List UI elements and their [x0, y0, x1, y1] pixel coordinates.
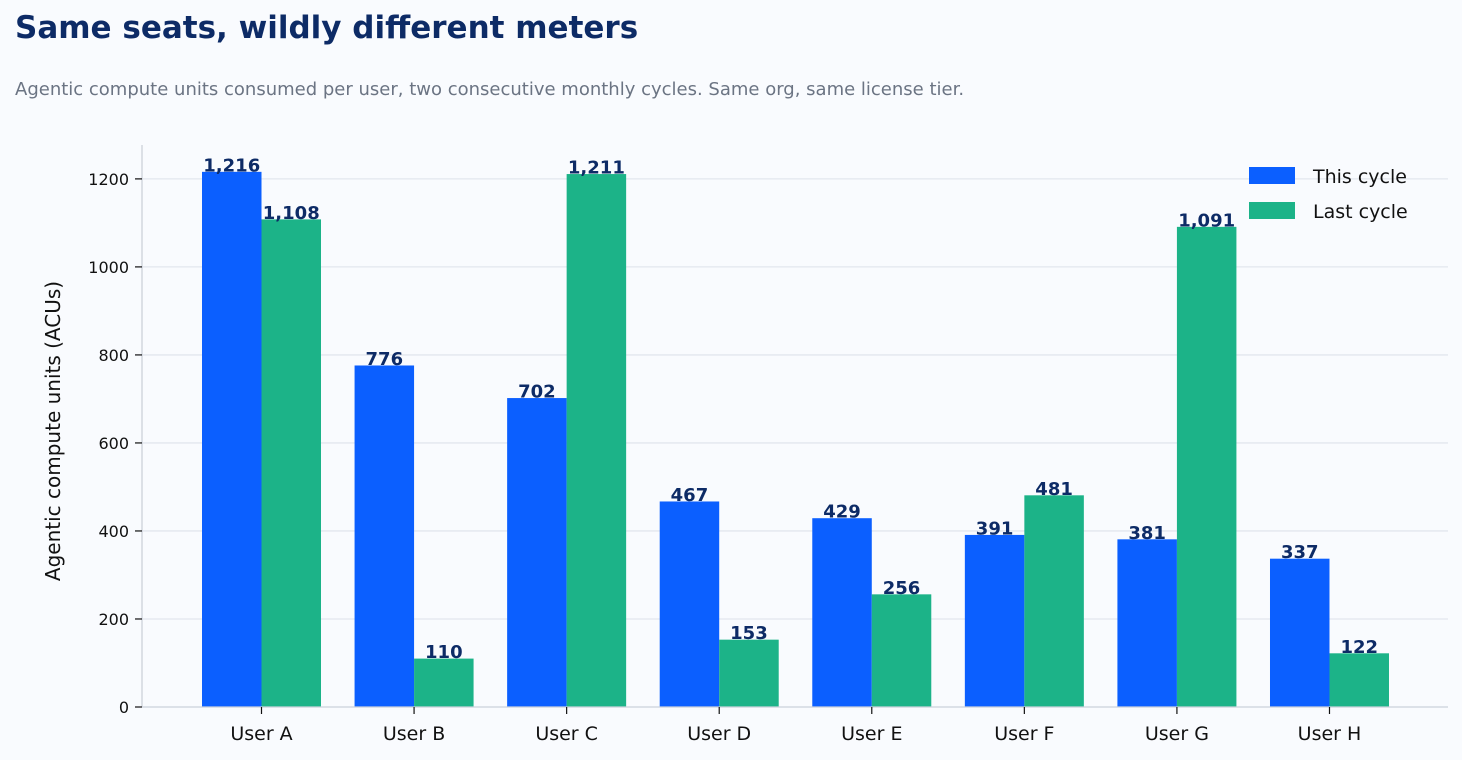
bar-this-cycle	[507, 398, 567, 707]
data-label: 122	[1340, 637, 1378, 658]
y-tick-label: 200	[98, 610, 129, 629]
bar-this-cycle	[812, 518, 872, 707]
x-tick-label: User H	[1298, 723, 1362, 745]
x-tick-label: User G	[1145, 723, 1209, 745]
x-tick-label: User B	[383, 723, 445, 745]
data-label: 1,108	[263, 203, 320, 224]
y-ticks: 0 200 400 600 800 1000 1200	[88, 170, 142, 717]
legend-label: Last cycle	[1313, 201, 1408, 223]
y-tick-label: 800	[98, 346, 129, 365]
x-tick-label: User E	[841, 723, 902, 745]
bar-this-cycle	[202, 171, 262, 708]
bar-last-cycle	[566, 174, 627, 707]
data-label: 429	[823, 502, 861, 523]
bar-last-cycle	[414, 658, 474, 707]
y-tick-label: 600	[98, 434, 129, 453]
data-label: 1,211	[568, 158, 625, 179]
data-label: 776	[366, 349, 404, 370]
bar-this-cycle	[354, 365, 415, 707]
axes	[141, 145, 1448, 708]
legend: This cycle Last cycle	[1249, 166, 1408, 223]
legend-label: This cycle	[1312, 166, 1407, 188]
x-tick-label: User F	[994, 723, 1054, 745]
x-tick-labels: User A User B User C User D User E User F User…	[230, 707, 1361, 745]
data-label: 153	[730, 623, 768, 644]
chart-subtitle: Agentic compute units consumed per user,…	[15, 79, 965, 100]
data-label: 337	[1281, 542, 1319, 563]
y-tick-label: 0	[119, 698, 129, 717]
data-label: 391	[976, 518, 1014, 539]
bar-this-cycle	[659, 501, 720, 707]
y-tick-label: 400	[98, 522, 129, 541]
bar-last-cycle	[719, 639, 779, 707]
data-label: 256	[883, 578, 921, 599]
y-tick-label: 1200	[88, 170, 129, 189]
bar-this-cycle	[1269, 558, 1330, 707]
x-tick-label: User C	[535, 723, 598, 745]
chart-title: Same seats, wildly different meters	[15, 10, 639, 46]
data-label: 110	[425, 642, 463, 663]
gridlines	[142, 178, 1448, 620]
x-tick-label: User A	[230, 723, 292, 745]
bar-last-cycle	[1024, 495, 1084, 707]
bar-last-cycle	[871, 594, 932, 707]
bar-last-cycle	[261, 219, 321, 707]
data-label: 381	[1128, 523, 1166, 544]
bars	[202, 171, 1389, 708]
data-label: 702	[518, 382, 556, 403]
y-tick-label: 1000	[88, 258, 129, 277]
legend-swatch	[1249, 167, 1295, 184]
bar-last-cycle	[1176, 226, 1237, 707]
data-labels: 1,216 776 702 467 429 391 381 337 1,108 110 1,211 1…	[203, 155, 1378, 663]
data-label: 481	[1035, 479, 1073, 500]
bar-this-cycle	[1117, 539, 1177, 707]
data-label: 1,091	[1178, 210, 1235, 231]
data-label: 1,216	[203, 155, 260, 176]
data-label: 467	[671, 485, 709, 506]
bar-this-cycle	[964, 534, 1025, 707]
legend-swatch	[1249, 202, 1295, 219]
bar-last-cycle	[1329, 653, 1389, 707]
y-axis-title: Agentic compute units (ACUs)	[41, 281, 65, 581]
x-tick-label: User D	[687, 723, 751, 745]
